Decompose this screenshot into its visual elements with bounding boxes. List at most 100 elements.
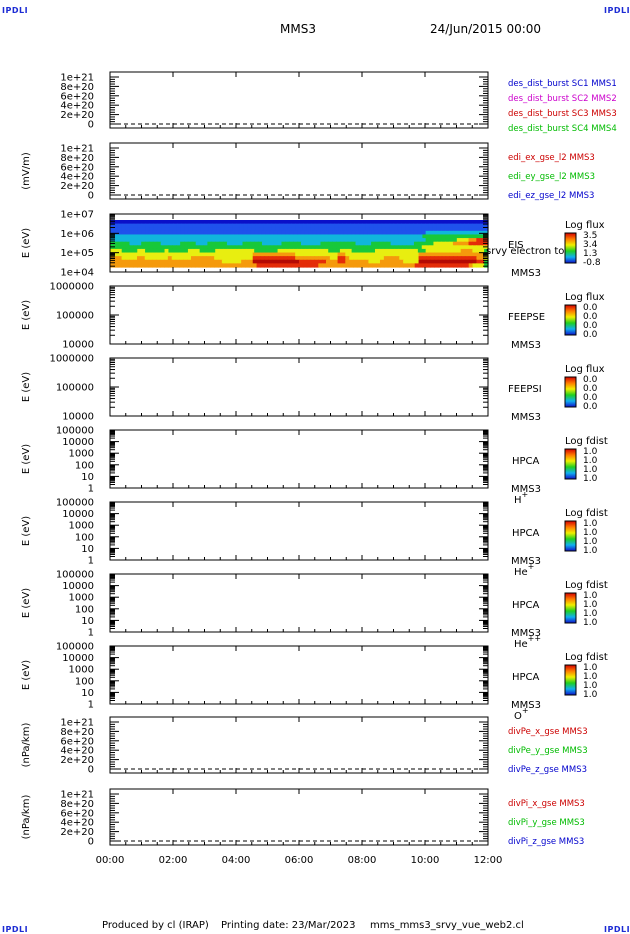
heatmap-cell xyxy=(449,259,454,264)
heatmap-cell xyxy=(406,230,411,236)
heatmap-cell xyxy=(145,220,150,225)
heatmap-cell xyxy=(437,234,443,239)
heatmap-cell xyxy=(140,259,146,264)
y-tick-label: 100 xyxy=(75,460,94,471)
heatmap-cell xyxy=(441,234,447,239)
heatmap-cell xyxy=(241,263,246,268)
x-tick-label: 02:00 xyxy=(159,855,188,866)
heatmap-cell xyxy=(460,223,465,228)
heatmap-cell xyxy=(310,259,316,264)
heatmap-cell xyxy=(403,252,408,257)
heatmap-cell xyxy=(425,245,431,250)
heatmap-cell xyxy=(299,227,304,232)
heatmap-cell xyxy=(263,220,269,225)
heatmap-cell xyxy=(480,238,485,243)
heatmap-cell xyxy=(144,234,150,239)
heatmap-cell xyxy=(413,241,419,246)
heatmap-cell xyxy=(148,234,154,239)
heatmap-cell xyxy=(219,245,224,250)
heatmap-cell xyxy=(191,259,196,264)
heatmap-cell xyxy=(224,223,229,228)
heatmap-cell xyxy=(153,220,158,225)
logo-top-left: IPDLI xyxy=(2,6,29,15)
heatmap-cell xyxy=(254,248,259,254)
heatmap-cell xyxy=(302,256,308,261)
heatmap-cell xyxy=(432,220,438,225)
heatmap-cell xyxy=(350,220,355,225)
heatmap-cell xyxy=(391,252,397,257)
heatmap-cell xyxy=(456,223,462,228)
heatmap-cell xyxy=(281,248,286,254)
heatmap-cell xyxy=(401,220,406,225)
heatmap-cell xyxy=(429,245,435,250)
heatmap-cell xyxy=(434,234,439,239)
heatmap-cell xyxy=(258,241,263,246)
heatmap-cell xyxy=(468,234,474,239)
heatmap-cell xyxy=(445,230,450,236)
heatmap-cell xyxy=(374,248,380,254)
heatmap-cell xyxy=(397,223,402,228)
heatmap-cell xyxy=(410,234,416,239)
heatmap-cell xyxy=(129,256,134,261)
heatmap-cell xyxy=(484,227,489,232)
heatmap-cell xyxy=(214,252,219,257)
heatmap-cell xyxy=(441,263,447,268)
heatmap-cell xyxy=(302,252,308,257)
heatmap-cell xyxy=(230,230,236,236)
x-tick-label: 04:00 xyxy=(222,855,251,866)
heatmap-cell xyxy=(468,238,474,243)
panel-frame xyxy=(109,142,489,200)
heatmap-cell xyxy=(484,259,489,264)
heatmap-cell xyxy=(272,234,277,239)
heatmap-cell xyxy=(353,252,358,257)
y-tick-label: 1 xyxy=(88,556,94,567)
heatmap-cell xyxy=(160,241,166,246)
heatmap-cell xyxy=(395,259,400,264)
heatmap-cell xyxy=(437,248,442,254)
heatmap-cell xyxy=(269,241,275,246)
heatmap-cell xyxy=(389,220,395,225)
heatmap-cell xyxy=(242,230,247,236)
heatmap-cell xyxy=(402,245,407,250)
heatmap-cell xyxy=(216,220,221,225)
heatmap-cell xyxy=(218,252,223,257)
heatmap-cell xyxy=(165,220,170,225)
heatmap-cell xyxy=(129,263,134,268)
panel-frame xyxy=(109,501,489,561)
heatmap-cell xyxy=(214,259,219,264)
heatmap-cell xyxy=(333,252,339,257)
heatmap-cell xyxy=(137,230,142,236)
heatmap-cell xyxy=(310,223,316,228)
heatmap-cell xyxy=(425,238,431,243)
heatmap-cell xyxy=(380,263,385,268)
colorbar-value-label: 3.4 xyxy=(583,240,598,250)
heatmap-cell xyxy=(445,259,451,264)
heatmap-cell xyxy=(297,241,302,246)
heatmap-cell xyxy=(449,230,454,236)
heatmap-cell xyxy=(441,248,446,254)
heatmap-cell xyxy=(140,263,146,268)
heatmap-cell xyxy=(206,263,211,268)
heatmap-cell xyxy=(218,263,223,268)
heatmap-cell xyxy=(228,223,233,228)
heatmap-cell xyxy=(322,220,328,225)
heatmap-cell xyxy=(281,241,286,246)
heatmap-cell xyxy=(437,263,443,268)
heatmap-cell xyxy=(367,241,372,246)
heatmap-cell xyxy=(218,234,223,239)
heatmap-cell xyxy=(121,238,127,243)
heatmap-cell xyxy=(293,238,298,243)
heatmap-cell xyxy=(254,241,259,246)
heatmap-cell xyxy=(436,220,442,225)
heatmap-cell xyxy=(175,259,181,264)
heatmap-cell xyxy=(417,230,423,236)
heatmap-cell xyxy=(418,234,424,239)
heatmap-cell xyxy=(179,263,184,268)
heatmap-cell xyxy=(440,223,446,228)
heatmap-cell xyxy=(460,241,466,246)
heatmap-cell xyxy=(336,245,341,250)
heatmap-cell xyxy=(267,220,273,225)
heatmap-cell xyxy=(169,220,174,225)
heatmap-cell xyxy=(264,234,269,239)
